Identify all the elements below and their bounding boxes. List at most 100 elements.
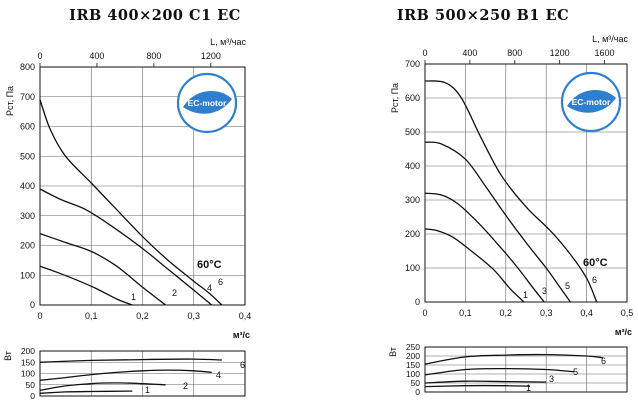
x2-tick-label: 0 (37, 51, 42, 61)
plot-frame (39, 66, 246, 306)
power-curve-5 (424, 367, 575, 376)
power-y-tick-label: 100 (21, 369, 35, 379)
x-tick-label: 0,1 (85, 311, 98, 321)
y-tick-label: 200 (405, 229, 420, 239)
y-tick-label: 400 (20, 181, 35, 191)
chart-2: IRB 500×250 B1 EC0 0,1 0,2 0,3 0,4 0,50100200… (388, 7, 633, 397)
power-curve-label-6: 6 (601, 356, 606, 366)
y-tick-label: 500 (20, 151, 35, 161)
power-y-tick-label: 200 (406, 351, 420, 361)
temperature-label: 60°C (197, 259, 222, 271)
power-curve-6 (39, 358, 222, 363)
chart-title: IRB 400×200 C1 EC (69, 7, 241, 24)
x-tick-label: 0,3 (187, 311, 200, 321)
x2-axis-label: L, м³/час (210, 37, 246, 47)
curve-label-1: 1 (131, 292, 136, 302)
pressure-curve-6 (39, 99, 223, 306)
plot-frame (424, 63, 628, 303)
y-tick-label: 100 (20, 270, 35, 280)
x2-tick-label: 0 (422, 48, 427, 58)
y-axis-label: Рст, Па (5, 86, 15, 116)
curve-label-2: 2 (172, 288, 177, 298)
power-curve-3 (424, 380, 547, 384)
chart-title: IRB 500×250 B1 EC (397, 7, 569, 24)
x-tick-label: 0,2 (500, 308, 513, 318)
power-y-axis-label: Вт (388, 347, 398, 357)
x-tick-label: 0,1 (459, 308, 472, 318)
power-plot-frame (39, 350, 246, 397)
power-curve-label-1: 1 (526, 383, 531, 393)
x-axis-label: м³/с (615, 327, 632, 337)
pressure-curve-6 (424, 80, 598, 303)
x2-tick-label: 800 (507, 48, 522, 58)
x2-tick-label: 800 (146, 51, 161, 61)
pressure-curve-1 (39, 265, 133, 306)
ec-motor-badge-text: EC-motor (188, 98, 227, 108)
y-tick-label: 700 (20, 92, 35, 102)
leaf-icon (183, 90, 232, 114)
power-y-tick-label: 50 (411, 378, 421, 388)
pressure-curve-4 (39, 188, 213, 306)
power-curve-label-5: 5 (573, 367, 578, 377)
x2-tick-label: 1600 (595, 48, 615, 58)
y-axis-label: Рст, Па (390, 83, 400, 113)
y-tick-label: 700 (405, 59, 420, 69)
temperature-label: 60°C (583, 257, 608, 269)
power-y-axis-label: Вт (3, 351, 13, 361)
power-curve-2 (39, 382, 166, 392)
power-curve-label-3: 3 (549, 374, 554, 384)
pressure-curve-1 (424, 228, 525, 303)
power-curve-label-4: 4 (216, 370, 221, 380)
power-curve-4 (39, 369, 212, 381)
x-tick-label: 0,2 (136, 311, 149, 321)
y-tick-label: 600 (20, 122, 35, 132)
leaf-icon (567, 89, 616, 113)
power-curve-6 (424, 353, 603, 365)
x-tick-label: 0,3 (540, 308, 553, 318)
power-curve-1 (424, 384, 531, 388)
power-curve-label-6: 6 (240, 360, 245, 370)
power-y-tick-label: 250 (406, 342, 420, 352)
power-curve-label-2: 2 (183, 381, 188, 391)
y-tick-label: 800 (20, 62, 35, 72)
ec-motor-badge-text: EC-motor (572, 97, 611, 107)
x2-axis-label: L, м³/час (592, 34, 628, 44)
x-tick-label: 0,4 (580, 308, 593, 318)
y-tick-label: 0 (415, 297, 420, 307)
x-tick-label: 0 (422, 308, 427, 318)
power-y-tick-label: 50 (26, 380, 36, 390)
curve-label-5: 5 (565, 281, 570, 291)
power-curve-1 (39, 390, 133, 394)
curve-label-1: 1 (523, 290, 528, 300)
power-y-tick-label: 200 (21, 346, 35, 356)
chart-1: IRB 400×200 C1 EC0 0,1 0,2 0,3 0,40100200300… (3, 7, 251, 401)
power-plot-frame (424, 346, 628, 393)
power-y-tick-label: 0 (30, 391, 35, 401)
x-axis-label: м³/с (233, 330, 250, 340)
x2-tick-label: 400 (462, 48, 477, 58)
power-y-tick-label: 0 (415, 387, 420, 397)
y-tick-label: 500 (405, 127, 420, 137)
x-tick-label: 0,4 (239, 311, 252, 321)
y-tick-label: 600 (405, 93, 420, 103)
y-tick-label: 300 (405, 195, 420, 205)
y-tick-label: 100 (405, 263, 420, 273)
power-y-tick-label: 150 (406, 360, 420, 370)
curve-label-6: 6 (592, 275, 597, 285)
pressure-curve-3 (424, 192, 545, 303)
power-curve-label-1: 1 (145, 385, 150, 395)
power-y-tick-label: 100 (406, 369, 420, 379)
pressure-curve-2 (39, 232, 166, 306)
curve-label-4: 4 (207, 283, 212, 293)
curve-label-6: 6 (218, 277, 223, 287)
pressure-curve-5 (424, 141, 571, 303)
x-tick-label: 0 (37, 311, 42, 321)
y-tick-label: 200 (20, 241, 35, 251)
y-tick-label: 300 (20, 211, 35, 221)
curve-label-3: 3 (542, 286, 547, 296)
power-y-tick-label: 150 (21, 357, 35, 367)
x-tick-label: 0,5 (621, 308, 634, 318)
y-tick-label: 0 (30, 300, 35, 310)
